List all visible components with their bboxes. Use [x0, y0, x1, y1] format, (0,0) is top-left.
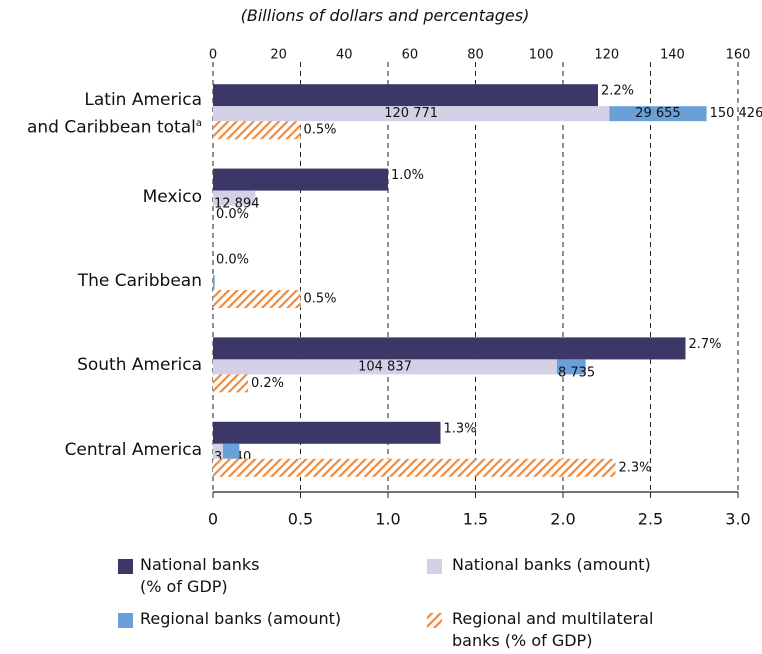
bar	[222, 443, 240, 459]
bar	[213, 421, 441, 444]
bar	[213, 168, 388, 191]
bar	[213, 359, 557, 375]
x2-tick-label: 0	[209, 48, 217, 63]
value-label: 0.0%	[216, 253, 249, 268]
footnote-marker: a	[195, 118, 202, 130]
x-tick-label: 1.0	[375, 510, 400, 529]
bar	[213, 458, 616, 477]
bar	[213, 106, 610, 122]
x2-tick-label: 160	[726, 48, 751, 63]
bar	[213, 275, 215, 290]
value-label: 0.5%	[304, 292, 337, 307]
category-label: The Caribbean	[2, 269, 202, 293]
value-label: 2.2%	[601, 84, 634, 99]
legend-label: National banks (% of GDP)	[140, 555, 260, 596]
legend-swatch	[427, 559, 442, 574]
bar	[213, 290, 301, 308]
x2-tick-label: 140	[660, 48, 685, 63]
category-text: Central America	[64, 439, 202, 460]
legend-label: Regional and multilateral banks (% of GD…	[452, 609, 654, 650]
value-label: 0.0%	[216, 207, 249, 222]
x2-tick-label: 60	[402, 48, 419, 63]
x-tick-label: 1.5	[463, 510, 488, 529]
category-text: South America	[77, 355, 202, 376]
legend-swatch	[118, 559, 133, 574]
x-tick-label: 0	[208, 510, 218, 529]
value-label: 2.7%	[689, 337, 722, 352]
x-tick-label: 0.5	[288, 510, 313, 529]
value-label: 1.0%	[391, 168, 424, 183]
value-label: 104 837	[358, 359, 412, 374]
category-text: The Caribbean	[77, 271, 202, 291]
chart-subtitle: (Billions of dollars and percentages)	[240, 6, 530, 25]
x-tick-label: 3.0	[725, 510, 750, 529]
category-text: Mexico	[142, 186, 202, 207]
bar	[213, 84, 598, 107]
category-label: Latin America and Caribbean totala	[2, 88, 202, 140]
legend-swatch	[118, 613, 133, 628]
bar	[213, 443, 223, 459]
bar	[609, 106, 707, 122]
x2-tick-label: 120	[594, 48, 619, 63]
bar	[213, 121, 301, 140]
legend-label: National banks (amount)	[452, 555, 651, 574]
value-label: 0.5%	[304, 123, 337, 138]
bar	[213, 374, 248, 393]
x2-tick-label: 20	[270, 48, 287, 63]
legend-swatch	[427, 613, 442, 628]
bar	[213, 190, 256, 206]
value-label: 2.3%	[619, 460, 652, 475]
value-label: 8 735	[558, 365, 595, 380]
value-label: 1.3%	[444, 421, 477, 436]
bar	[556, 359, 586, 375]
category-label: Central America	[2, 438, 202, 462]
x2-tick-label: 100	[529, 48, 554, 63]
legend-label: Regional banks (amount)	[140, 609, 342, 628]
value-label: 0.2%	[251, 376, 284, 391]
x-tick-label: 2.5	[638, 510, 663, 529]
value-label: 12 894	[214, 197, 260, 212]
category-text: Latin America and Caribbean total	[26, 90, 202, 138]
category-label: Mexico	[2, 185, 202, 209]
total-label: 150 426	[710, 106, 762, 121]
x-tick-label: 2.0	[550, 510, 575, 529]
x2-tick-label: 80	[467, 48, 484, 63]
x2-tick-label: 40	[336, 48, 353, 63]
value-label: 29 655	[635, 106, 681, 121]
category-label: South America	[2, 353, 202, 377]
value-label: 120 771	[384, 106, 438, 121]
bar	[213, 337, 686, 360]
